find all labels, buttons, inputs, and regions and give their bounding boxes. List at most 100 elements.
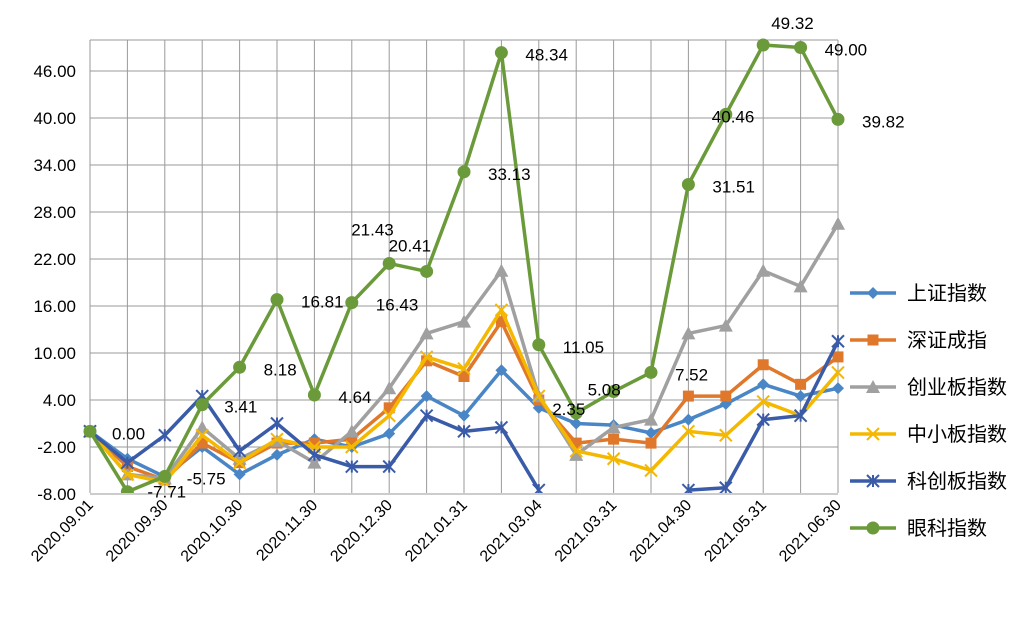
data-point [569,447,584,461]
data-label: 16.81 [301,293,344,312]
series-group [83,38,845,493]
data-point [718,318,733,332]
data-point [120,485,134,493]
data-point [793,279,808,293]
data-point [158,469,172,483]
y-tick-label: -8.00 [37,485,76,504]
data-label: 3.41 [224,398,257,417]
data-point [232,444,247,458]
legend-item: 科创板指数 [850,469,1007,493]
data-label: 16.43 [376,296,419,315]
data-point [719,428,733,442]
data-point [345,296,359,310]
y-tick-label: 4.00 [43,391,76,410]
data-point [495,316,507,328]
data-point [270,432,284,446]
data-point [569,444,583,458]
x-tick-label: 2021.03.04 [477,497,546,566]
data-point [681,326,696,340]
data-label: 33.13 [488,165,531,184]
legend-item: 眼科指数 [850,516,987,540]
data-point [682,390,694,402]
legend-label: 创业板指数 [907,375,1007,399]
data-point [382,381,397,395]
y-tick-label: 22.00 [33,250,76,269]
data-point [195,398,209,412]
data-point [270,416,284,431]
data-point [345,440,359,454]
data-point [681,424,696,439]
data-point [645,426,657,439]
data-point [532,338,546,352]
data-point [345,459,359,474]
y-tick-label: 40.00 [33,109,76,128]
data-point [307,448,322,462]
data-point [719,481,733,493]
data-label: 31.51 [712,178,755,197]
data-point [720,390,732,402]
data-point [382,256,396,270]
data-point [832,382,844,395]
legend-label: 中小板指数 [907,422,1007,446]
data-point [458,371,470,382]
data-point [421,355,433,367]
data-point [866,474,880,488]
data-point [457,424,471,439]
data-point [120,467,135,482]
data-label: 8.18 [264,360,297,379]
x-tick-label: 2020.12.30 [327,497,396,566]
y-tick-label: -2.00 [37,438,76,457]
data-label: 49.32 [771,14,814,33]
data-point [682,413,695,426]
data-point [757,378,770,391]
data-point [644,463,658,478]
data-label: 40.46 [712,107,755,126]
data-point [494,420,509,435]
data-label: 0.00 [112,424,145,443]
data-point [681,178,695,192]
x-tick-label: 2021.06.30 [776,497,845,566]
data-point [457,314,471,328]
x-tick-label: 2020.10.30 [178,497,247,566]
data-point [420,390,433,403]
data-point [383,402,395,414]
data-point [756,412,770,427]
data-point [831,216,845,230]
data-label: 5.08 [588,381,621,400]
data-point [793,408,808,423]
legend-item: 深证成指 [850,328,987,352]
data-point [233,468,246,481]
data-point [383,427,396,440]
data-point [346,433,358,445]
legend-item: 上证指数 [850,281,987,305]
series-创业板指数 [83,216,845,485]
data-point [644,412,658,426]
data-point [457,165,471,179]
data-point [233,360,247,374]
data-point [719,107,733,121]
data-point [644,365,658,379]
data-point [608,433,620,445]
data-point [196,437,208,449]
data-point [494,46,508,60]
data-point [307,455,322,469]
data-label: 20.41 [389,236,432,255]
data-point [308,437,320,449]
data-point [532,389,546,403]
data-point [831,334,845,348]
data-point [645,437,657,449]
data-label: 11.05 [563,338,604,357]
data-point [419,350,434,364]
x-tick-label: 2020.09.30 [103,497,172,566]
legend-label: 眼科指数 [907,516,987,540]
data-point [120,455,135,470]
legend-item: 创业板指数 [850,375,1007,399]
data-point [794,390,807,403]
y-tick-label: 34.00 [33,156,76,175]
data-point [495,364,508,377]
data-point [757,359,769,371]
data-point [83,424,97,438]
data-point [195,428,209,442]
data-point [867,334,879,346]
